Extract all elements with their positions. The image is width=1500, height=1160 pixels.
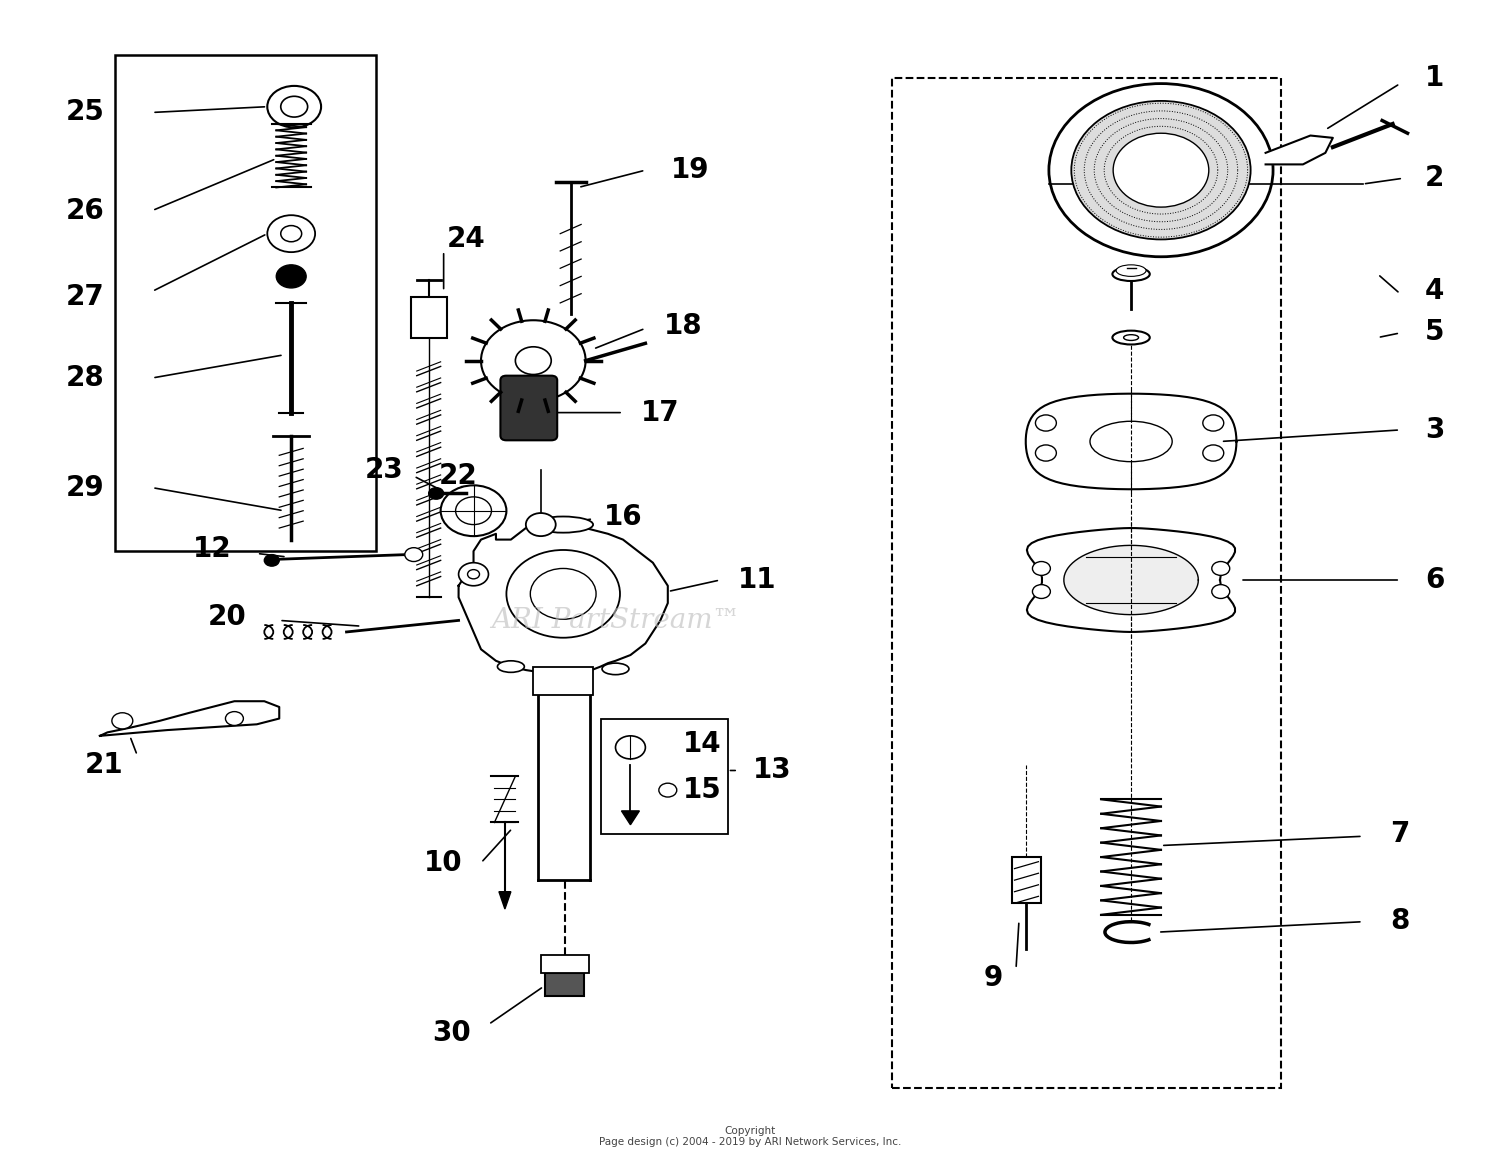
Polygon shape bbox=[100, 701, 279, 735]
Text: 2: 2 bbox=[1425, 165, 1444, 193]
Circle shape bbox=[459, 563, 489, 586]
Ellipse shape bbox=[1113, 331, 1150, 345]
Circle shape bbox=[468, 570, 480, 579]
Circle shape bbox=[1212, 561, 1230, 575]
Circle shape bbox=[658, 783, 676, 797]
Circle shape bbox=[1203, 415, 1224, 432]
Circle shape bbox=[1048, 84, 1274, 256]
Bar bbox=[116, 55, 376, 551]
Circle shape bbox=[441, 485, 507, 536]
Polygon shape bbox=[1028, 528, 1234, 632]
Ellipse shape bbox=[1113, 267, 1150, 281]
Circle shape bbox=[1113, 133, 1209, 208]
Bar bbox=[534, 667, 592, 696]
Polygon shape bbox=[1266, 136, 1334, 165]
Text: 21: 21 bbox=[86, 751, 123, 778]
Circle shape bbox=[112, 712, 134, 728]
Circle shape bbox=[280, 96, 308, 117]
Text: 10: 10 bbox=[424, 849, 464, 877]
Circle shape bbox=[1203, 445, 1224, 461]
Bar bbox=[1011, 857, 1041, 904]
Text: 22: 22 bbox=[440, 462, 479, 491]
Text: 29: 29 bbox=[66, 473, 105, 501]
Bar bbox=[600, 718, 728, 834]
Ellipse shape bbox=[1116, 264, 1146, 276]
Circle shape bbox=[276, 264, 306, 288]
Circle shape bbox=[405, 548, 423, 561]
Circle shape bbox=[267, 216, 315, 252]
Circle shape bbox=[1212, 585, 1230, 599]
Text: 9: 9 bbox=[984, 964, 1004, 992]
Text: 18: 18 bbox=[663, 312, 702, 340]
Circle shape bbox=[1071, 101, 1251, 239]
Bar bbox=[542, 955, 588, 972]
Polygon shape bbox=[459, 528, 668, 673]
Text: 8: 8 bbox=[1390, 907, 1410, 935]
Ellipse shape bbox=[498, 661, 525, 673]
Circle shape bbox=[482, 320, 585, 401]
Circle shape bbox=[615, 735, 645, 759]
Text: 3: 3 bbox=[1425, 416, 1444, 444]
Polygon shape bbox=[621, 811, 639, 825]
Text: 7: 7 bbox=[1390, 820, 1410, 848]
Circle shape bbox=[1032, 585, 1050, 599]
Circle shape bbox=[225, 711, 243, 725]
Circle shape bbox=[531, 568, 596, 619]
Ellipse shape bbox=[1090, 421, 1172, 462]
FancyBboxPatch shape bbox=[411, 297, 447, 338]
Ellipse shape bbox=[602, 664, 628, 675]
Circle shape bbox=[507, 550, 620, 638]
Text: 20: 20 bbox=[207, 603, 246, 631]
Circle shape bbox=[264, 554, 279, 566]
FancyBboxPatch shape bbox=[501, 376, 556, 441]
Text: 23: 23 bbox=[364, 456, 404, 485]
Text: 27: 27 bbox=[66, 283, 105, 311]
Text: 26: 26 bbox=[66, 196, 105, 225]
Text: 11: 11 bbox=[738, 566, 777, 594]
Bar bbox=[546, 972, 584, 995]
Circle shape bbox=[1032, 561, 1050, 575]
Text: ARI PartStream™: ARI PartStream™ bbox=[490, 607, 740, 633]
Polygon shape bbox=[500, 892, 512, 909]
Text: 12: 12 bbox=[192, 535, 231, 563]
Circle shape bbox=[1035, 445, 1056, 461]
Text: 6: 6 bbox=[1425, 566, 1444, 594]
Circle shape bbox=[429, 487, 444, 499]
Text: 16: 16 bbox=[603, 502, 642, 530]
Text: 24: 24 bbox=[447, 225, 486, 253]
Circle shape bbox=[456, 496, 492, 524]
Circle shape bbox=[526, 513, 555, 536]
Text: Copyright
Page design (c) 2004 - 2019 by ARI Network Services, Inc.: Copyright Page design (c) 2004 - 2019 by… bbox=[598, 1125, 902, 1147]
Polygon shape bbox=[1026, 393, 1236, 490]
Polygon shape bbox=[1064, 545, 1198, 615]
Text: 28: 28 bbox=[66, 364, 105, 392]
Text: 17: 17 bbox=[640, 399, 680, 427]
Text: 19: 19 bbox=[670, 157, 710, 184]
Bar bbox=[892, 78, 1281, 1088]
Text: 25: 25 bbox=[66, 99, 105, 126]
Text: 1: 1 bbox=[1425, 64, 1444, 92]
Text: 15: 15 bbox=[682, 776, 722, 804]
Text: 14: 14 bbox=[682, 730, 722, 757]
Circle shape bbox=[267, 86, 321, 128]
Circle shape bbox=[280, 225, 302, 241]
Text: 5: 5 bbox=[1425, 318, 1444, 346]
Text: 13: 13 bbox=[753, 756, 792, 784]
Text: 30: 30 bbox=[432, 1018, 471, 1046]
Circle shape bbox=[516, 347, 550, 375]
Ellipse shape bbox=[534, 516, 592, 532]
Circle shape bbox=[1035, 415, 1056, 432]
Bar bbox=[537, 701, 591, 880]
Ellipse shape bbox=[1124, 335, 1138, 340]
Text: 4: 4 bbox=[1425, 277, 1444, 305]
